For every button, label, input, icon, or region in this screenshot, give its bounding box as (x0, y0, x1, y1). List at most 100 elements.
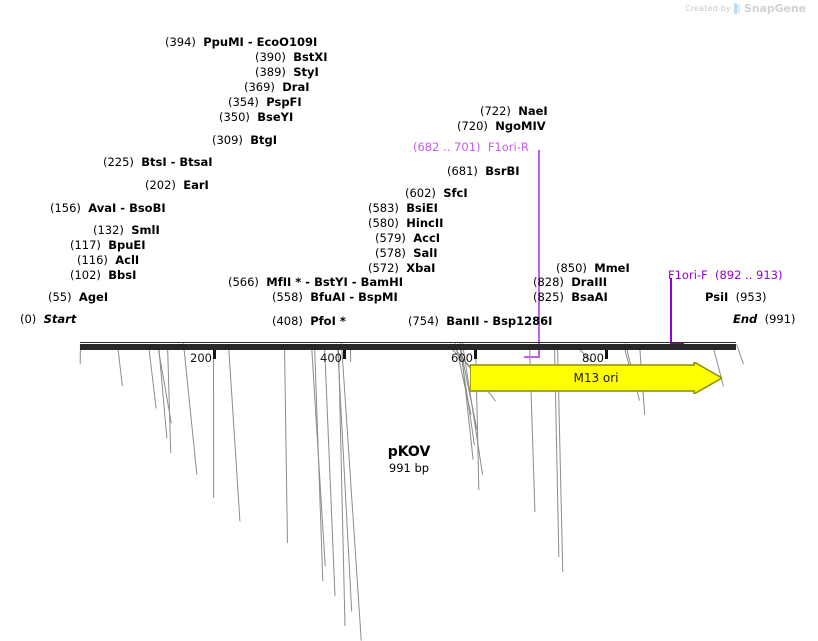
ruler-tick (605, 350, 608, 359)
enzyme-name: DraI (282, 80, 310, 94)
enzyme-label[interactable]: (350) BseYI (219, 111, 293, 123)
enzyme-site-position: (408) (272, 314, 303, 328)
enzyme-label[interactable]: (117) BpuEI (70, 239, 146, 251)
terminal-position: (991) (764, 312, 796, 326)
enzyme-name: HincII (406, 216, 444, 230)
enzyme-name: PsiI (705, 290, 729, 304)
enzyme-site-position: (309) (212, 133, 243, 147)
enzyme-name: NgoMIV (495, 119, 546, 133)
enzyme-name: AclI (115, 253, 140, 267)
enzyme-label[interactable]: (102) BbsI (70, 269, 136, 281)
enzyme-label[interactable]: PsiI (953) (705, 291, 767, 303)
ruler-tick-label: 200 (190, 351, 212, 365)
enzyme-name: XbaI (406, 261, 436, 275)
snapgene-watermark: Created by SnapGene (685, 2, 806, 15)
enzyme-label[interactable]: (566) MfII * - BstYI - BamHI (228, 276, 403, 288)
enzyme-name: PfoI * (310, 314, 346, 328)
enzyme-label[interactable]: (720) NgoMIV (457, 120, 546, 132)
feature-label-f1ori-r[interactable]: (682 .. 701) F1ori-R (413, 141, 529, 153)
snapgene-logo-icon (733, 3, 741, 14)
enzyme-label[interactable]: (754) BanII - Bsp1286I (408, 315, 552, 327)
enzyme-label[interactable]: (390) BstXI (255, 51, 328, 63)
ruler-tick-label: 400 (320, 351, 342, 365)
ruler-tick (343, 350, 346, 359)
enzyme-name: BsaAI (571, 290, 608, 304)
enzyme-label[interactable]: (389) StyI (255, 66, 319, 78)
ruler-tick-label: 800 (582, 351, 604, 365)
enzyme-label[interactable]: (602) SfcI (405, 187, 468, 199)
enzyme-name: BtgI (250, 133, 278, 147)
enzyme-name: EarI (183, 178, 209, 192)
feature-label-f1ori-f[interactable]: F1ori-F (892 .. 913) (668, 269, 782, 281)
enzyme-name: BtsaI (179, 155, 213, 169)
orf-m13-ori[interactable]: M13 ori (470, 362, 722, 394)
enzyme-name: AgeI (78, 290, 109, 304)
enzyme-site-position: (225) (103, 155, 134, 169)
enzyme-site-position: (580) (368, 216, 399, 230)
enzyme-label[interactable]: (681) BsrBI (447, 165, 520, 177)
enzyme-site-position: (102) (70, 268, 101, 282)
feature-bracket-stem (538, 150, 540, 358)
enzyme-label[interactable]: (408) PfoI * (272, 315, 346, 327)
enzyme-label[interactable]: (369) DraI (244, 81, 310, 93)
enzyme-separator: - (345, 290, 359, 304)
sequence-backbone-hairline (80, 342, 736, 343)
feature-range: (892 .. 913) (714, 268, 783, 282)
enzyme-name: BbsI (108, 268, 137, 282)
enzyme-site-position: (389) (255, 65, 286, 79)
enzyme-site-position: (116) (77, 253, 108, 267)
feature-bracket-stem (670, 278, 672, 345)
feature-bracket-f1ori-r[interactable] (524, 150, 540, 358)
enzyme-label[interactable]: (578) SalI (375, 247, 438, 259)
enzyme-label[interactable]: (55) AgeI (48, 291, 108, 303)
enzyme-label[interactable]: (354) PspFI (228, 96, 302, 108)
enzyme-label[interactable]: (309) BtgI (212, 134, 277, 146)
feature-range: (682 .. 701) (413, 140, 481, 154)
start-marker[interactable]: (0) Start (20, 313, 76, 325)
enzyme-site-position: (583) (368, 201, 399, 215)
enzyme-label[interactable]: (722) NaeI (480, 105, 548, 117)
enzyme-label[interactable]: (580) HincII (368, 217, 443, 229)
enzyme-name: BtsI (141, 155, 167, 169)
enzyme-site-position: (578) (375, 246, 406, 260)
enzyme-site-position: (117) (70, 238, 101, 252)
enzyme-name: MfII * (266, 275, 302, 289)
watermark-brand: SnapGene (743, 2, 806, 15)
enzyme-site-position: (825) (533, 290, 564, 304)
enzyme-name: BfuAI (310, 290, 346, 304)
enzyme-name: PspFI (266, 95, 302, 109)
enzyme-label[interactable]: (156) AvaI - BsoBI (50, 202, 166, 214)
watermark-created-by: Created by (684, 4, 731, 13)
enzyme-label[interactable]: (116) AclI (77, 254, 139, 266)
end-marker[interactable]: End (991) (733, 313, 796, 325)
enzyme-name: SalI (413, 246, 438, 260)
enzyme-site-position: (754) (408, 314, 439, 328)
enzyme-separator: - (347, 275, 361, 289)
enzyme-label[interactable]: (828) DraIII (533, 276, 607, 288)
enzyme-label[interactable]: (850) MmeI (556, 262, 630, 274)
enzyme-label[interactable]: (225) BtsI - BtsaI (103, 156, 213, 168)
enzyme-site-position: (132) (93, 223, 124, 237)
enzyme-label[interactable]: (394) PpuMI - EcoO109I (165, 36, 317, 48)
enzyme-site-position: (390) (255, 50, 286, 64)
enzyme-name: BspMI (358, 290, 398, 304)
enzyme-label[interactable]: (202) EarI (145, 179, 209, 191)
feature-bracket-f1ori-f[interactable] (670, 278, 684, 345)
enzyme-label[interactable]: (579) AccI (375, 232, 440, 244)
enzyme-site-position: (156) (50, 201, 81, 215)
enzyme-label[interactable]: (132) SmlI (93, 224, 160, 236)
enzyme-site-position: (394) (165, 35, 196, 49)
enzyme-label[interactable]: (558) BfuAI - BspMI (272, 291, 398, 303)
enzyme-name: BanII (446, 314, 480, 328)
enzyme-label[interactable]: (572) XbaI (368, 262, 435, 274)
enzyme-site-position: (828) (533, 275, 564, 289)
enzyme-label[interactable]: (583) BsiEI (368, 202, 438, 214)
enzyme-separator: - (301, 275, 315, 289)
enzyme-name: SfcI (443, 186, 468, 200)
enzyme-name: BstYI (314, 275, 348, 289)
leader-line (148, 343, 157, 409)
enzyme-label[interactable]: (825) BsaAI (533, 291, 608, 303)
sequence-backbone (80, 344, 736, 350)
enzyme-name: NaeI (518, 104, 548, 118)
leader-line (228, 343, 241, 522)
